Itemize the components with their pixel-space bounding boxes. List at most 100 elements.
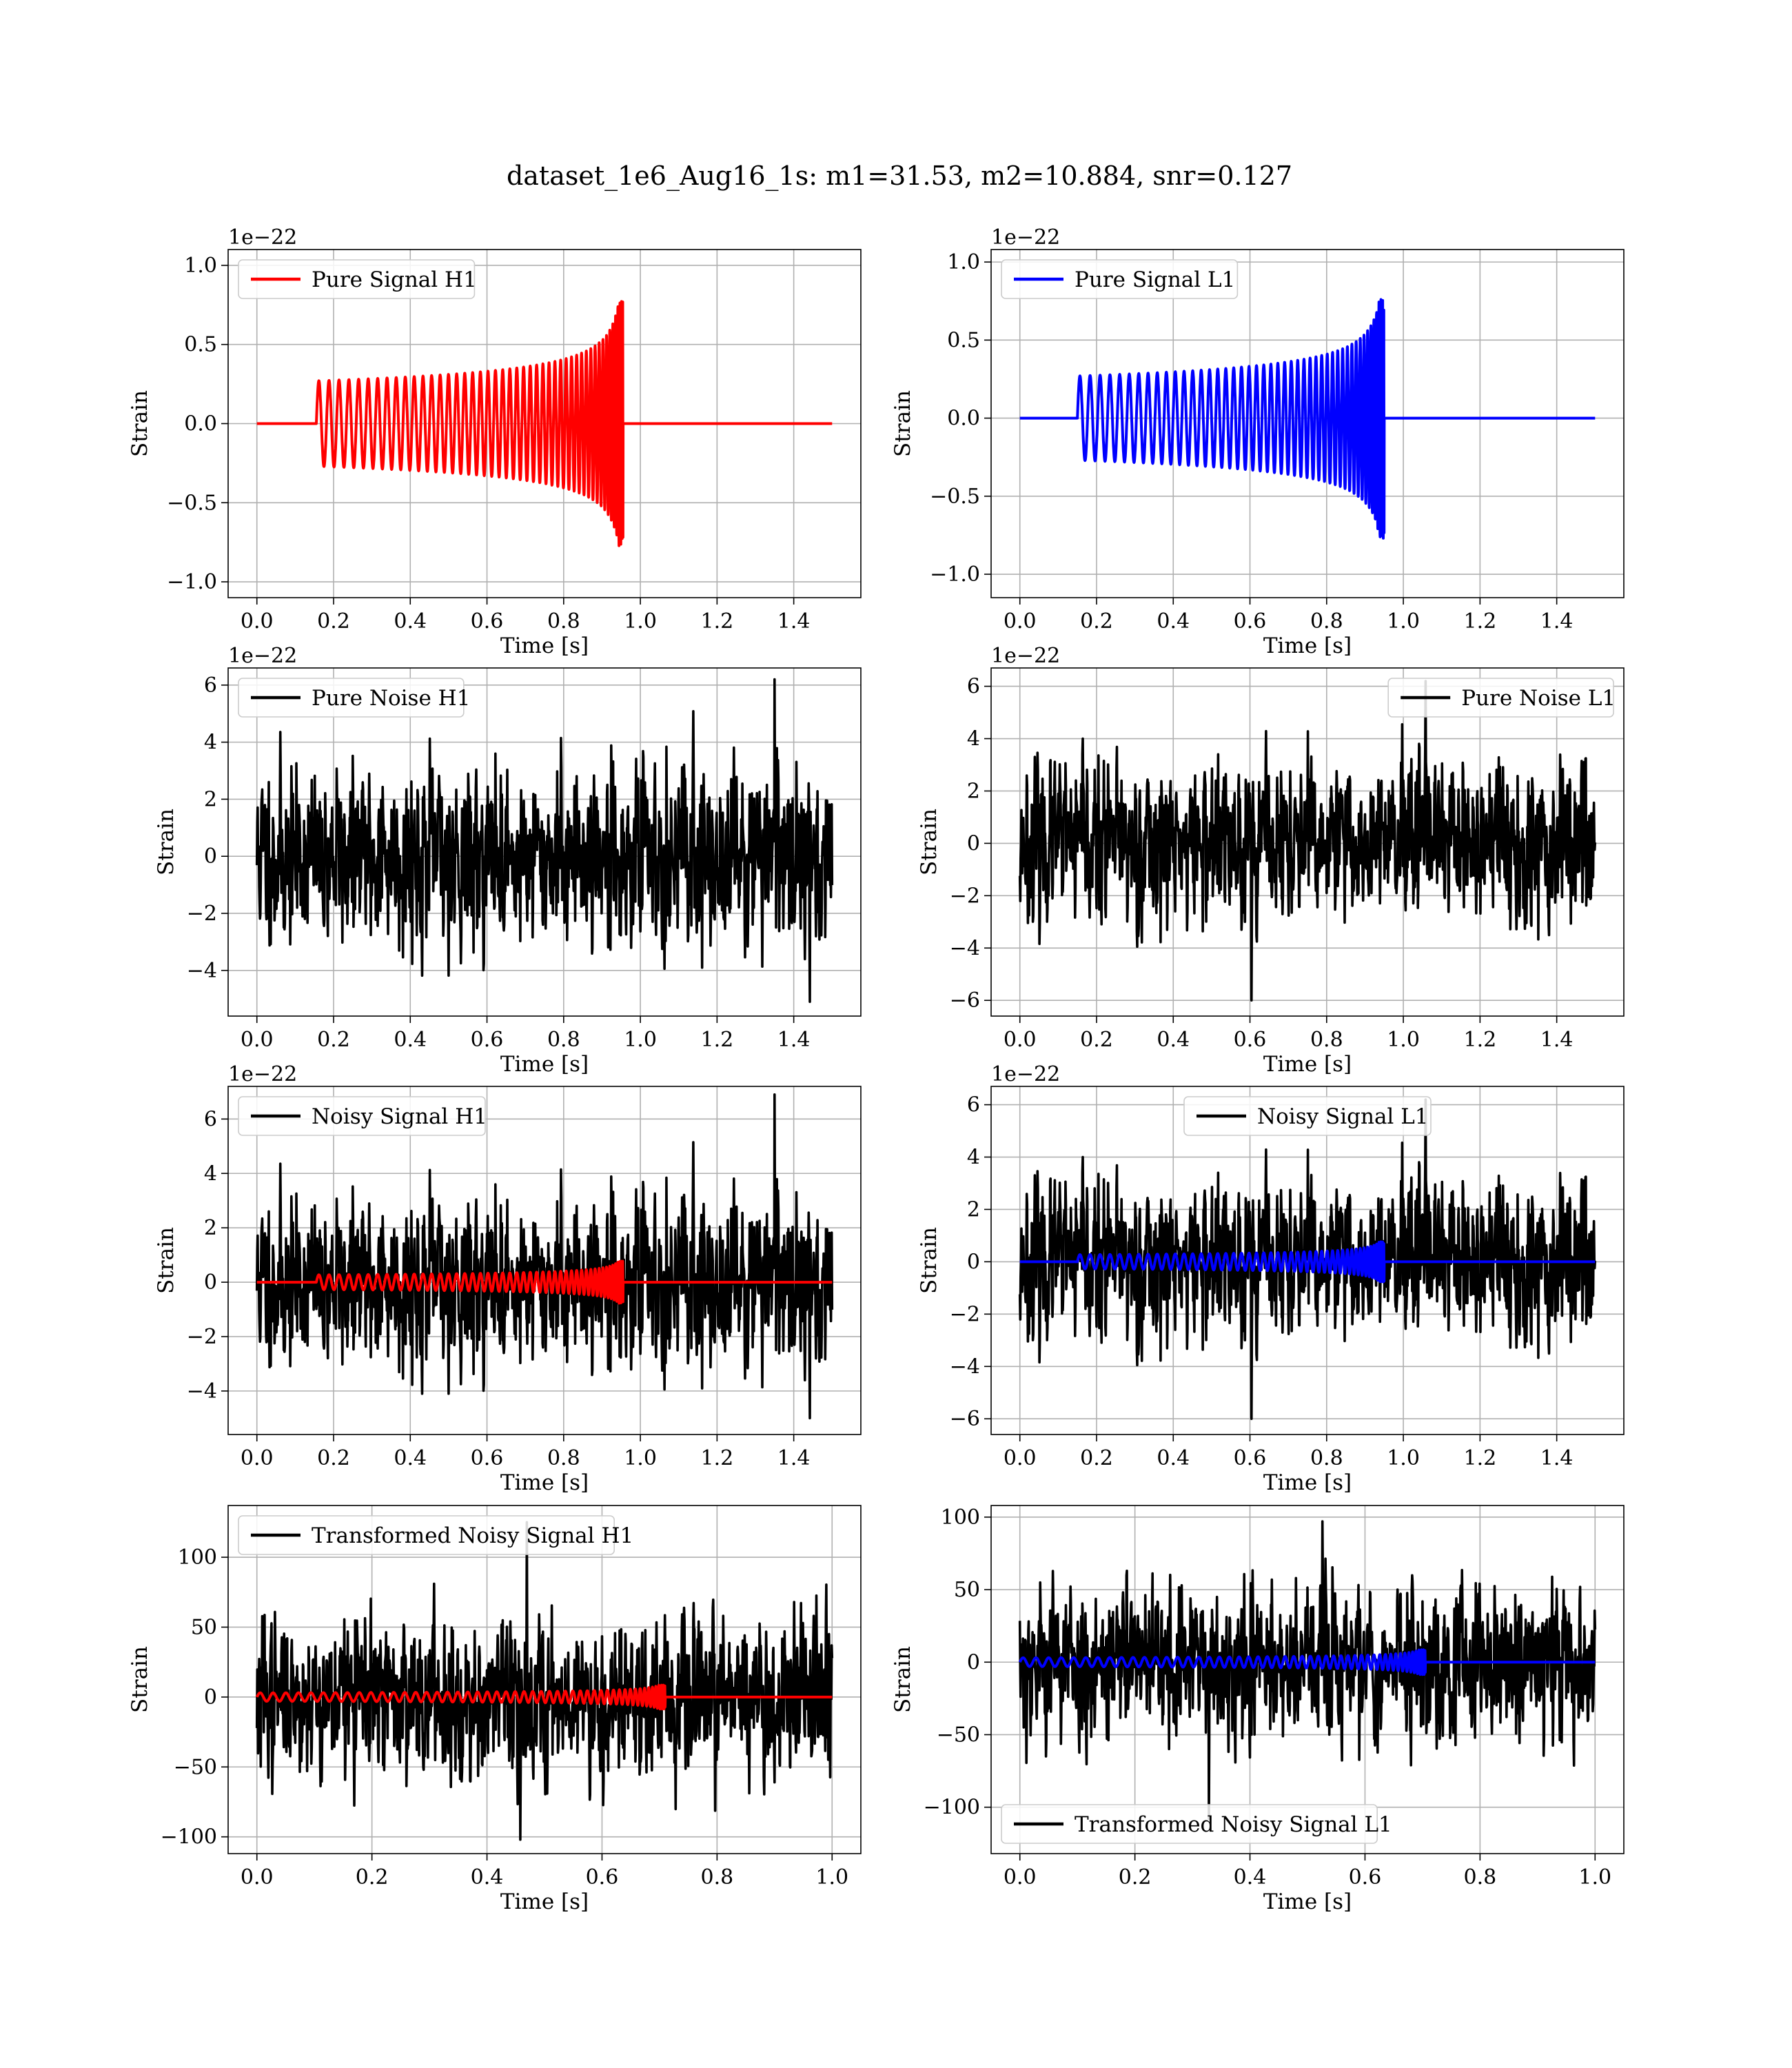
legend-entry: Noisy Signal H1: [312, 1104, 487, 1129]
x-tick-label: 0.4: [394, 609, 427, 633]
legend-box: [238, 1515, 615, 1555]
x-tick-label: 0.6: [1234, 1028, 1267, 1052]
x-axis-label: Time [s]: [500, 1052, 589, 1077]
y-tick-label: −2: [187, 902, 217, 926]
x-tick-label: 1.2: [1464, 609, 1497, 633]
y-tick-label: −50: [937, 1723, 980, 1747]
axes-frame: [990, 1086, 1625, 1435]
y-tick-label: 50: [191, 1615, 217, 1639]
y-tick-label: −6: [950, 989, 980, 1013]
subplot-pure-noise-l1: 0.0 0.2 0.4 0.6 0.8 1.0 1.2 1.4 −6 −4 −2 0 2 4 6 Time […: [917, 644, 1625, 1077]
x-tick-label: 0.6: [1234, 1446, 1267, 1470]
series-line-noise: [1018, 680, 1597, 1002]
x-tick-label: 0.0: [1004, 1865, 1037, 1889]
x-tick-label: 0.4: [1157, 1446, 1190, 1470]
y-tick-label: −4: [950, 1355, 980, 1379]
x-axis-label: Time [s]: [1263, 1470, 1352, 1495]
x-tick-label: 1.4: [777, 609, 811, 633]
x-tick-label: 0.2: [1119, 1865, 1152, 1889]
y-tick-label: 4: [967, 727, 980, 751]
x-axis-label: Time [s]: [1263, 1889, 1352, 1914]
y-tick-label: 4: [204, 731, 217, 755]
x-tick-label: 1.4: [1540, 1446, 1574, 1470]
legend-box: [1001, 259, 1239, 299]
x-tick-label: 0.8: [547, 609, 580, 633]
y-tick-label: −6: [950, 1407, 980, 1431]
x-tick-label: 1.2: [701, 609, 734, 633]
legend-entry: Pure Noise L1: [1461, 686, 1616, 711]
y-tick-label: −2: [950, 884, 980, 908]
series-line-noise: [1018, 1098, 1597, 1420]
y-tick-label: 2: [204, 1216, 217, 1240]
x-tick-label: 1.4: [777, 1028, 811, 1052]
y-axis-label: Strain: [154, 1227, 179, 1294]
axis-offset-text: 1e−22: [228, 1062, 297, 1086]
y-tick-label: 0: [204, 1270, 217, 1295]
legend-entry: Noisy Signal L1: [1257, 1104, 1429, 1129]
axis-offset-text: 1e−22: [991, 225, 1060, 250]
legend-box: [1183, 1096, 1432, 1136]
series-line-noise: [255, 678, 834, 1004]
x-tick-label: 1.2: [701, 1028, 734, 1052]
x-tick-label: 0.0: [241, 1028, 274, 1052]
axes-frame: [227, 1086, 862, 1435]
x-tick-label: 1.0: [815, 1865, 848, 1889]
subplot-pure-signal-h1: 0.0 0.2 0.4 0.6 0.8 1.0 1.2 1.4 −1.0 −0.5 0.0 0.5 1.…: [128, 225, 862, 658]
series-line-signal: [255, 1683, 834, 1711]
x-tick-label: 1.2: [1464, 1028, 1497, 1052]
y-tick-label: 0: [967, 1250, 980, 1274]
x-tick-label: 0.2: [1080, 609, 1113, 633]
x-axis-label: Time [s]: [500, 1470, 589, 1495]
x-tick-label: 0.2: [317, 1446, 350, 1470]
y-tick-label: −2: [950, 1302, 980, 1326]
axes-frame: [990, 667, 1625, 1017]
figure-title: dataset_1e6_Aug16_1s: m1=31.53, m2=10.88…: [507, 161, 1292, 192]
legend-box: [1387, 678, 1614, 718]
x-tick-label: 1.4: [1540, 1028, 1574, 1052]
x-tick-label: 0.2: [317, 1028, 350, 1052]
plot-area: [255, 1521, 834, 1841]
legend-entry: Pure Signal L1: [1075, 267, 1235, 292]
y-axis-label: Strain: [128, 1646, 152, 1713]
plot-area: [1018, 680, 1597, 1002]
y-tick-label: 2: [967, 1197, 980, 1221]
series-line-signal: [1018, 1240, 1597, 1284]
x-tick-label: 0.2: [356, 1865, 389, 1889]
y-tick-label: 4: [204, 1162, 217, 1186]
axes-frame: [990, 1505, 1625, 1854]
subplot-grid: 0.0 0.2 0.4 0.6 0.8 1.0 1.2 1.4 −1.0 −0.5 0.0 0.5 1.…: [128, 225, 1625, 1914]
y-tick-label: −1.0: [930, 562, 980, 587]
plot-area: [1018, 1520, 1597, 1821]
x-tick-label: 0.0: [1004, 1446, 1037, 1470]
y-tick-label: −4: [187, 1379, 217, 1403]
series-line-signal: [255, 1259, 834, 1305]
x-tick-label: 1.0: [1387, 1446, 1420, 1470]
series-line-signal: [255, 300, 834, 547]
plot-area: [255, 300, 834, 547]
y-tick-label: 100: [178, 1545, 217, 1570]
y-tick-label: −100: [161, 1825, 217, 1849]
x-tick-label: 1.0: [1387, 609, 1420, 633]
y-tick-label: −0.5: [930, 485, 980, 509]
y-axis-label: Strain: [890, 390, 915, 457]
y-tick-label: 6: [967, 675, 980, 699]
y-axis-label: Strain: [154, 809, 179, 875]
x-tick-label: 0.6: [1349, 1865, 1382, 1889]
y-tick-label: 0: [967, 831, 980, 855]
x-tick-label: 0.0: [241, 1446, 274, 1470]
x-tick-label: 1.4: [777, 1446, 811, 1470]
subplot-noisy-signal-h1: 0.0 0.2 0.4 0.6 0.8 1.0 1.2 1.4 −4 −2 0 2 4 6 Time [s]…: [154, 1062, 862, 1495]
y-axis-label: Strain: [917, 809, 941, 875]
y-tick-label: 0: [967, 1650, 980, 1674]
x-tick-label: 0.6: [471, 609, 504, 633]
x-tick-label: 0.8: [701, 1865, 734, 1889]
y-tick-label: 2: [204, 787, 217, 811]
legend: Transformed Noisy Signal L1: [1001, 1804, 1392, 1844]
axes-frame: [990, 249, 1625, 598]
y-tick-label: 6: [967, 1093, 980, 1117]
legend: Noisy Signal H1: [238, 1096, 487, 1136]
plot-area: [255, 1093, 834, 1420]
x-tick-label: 0.4: [1157, 609, 1190, 633]
legend-entry: Transformed Noisy Signal H1: [312, 1523, 633, 1548]
y-tick-label: 0.0: [947, 407, 980, 431]
